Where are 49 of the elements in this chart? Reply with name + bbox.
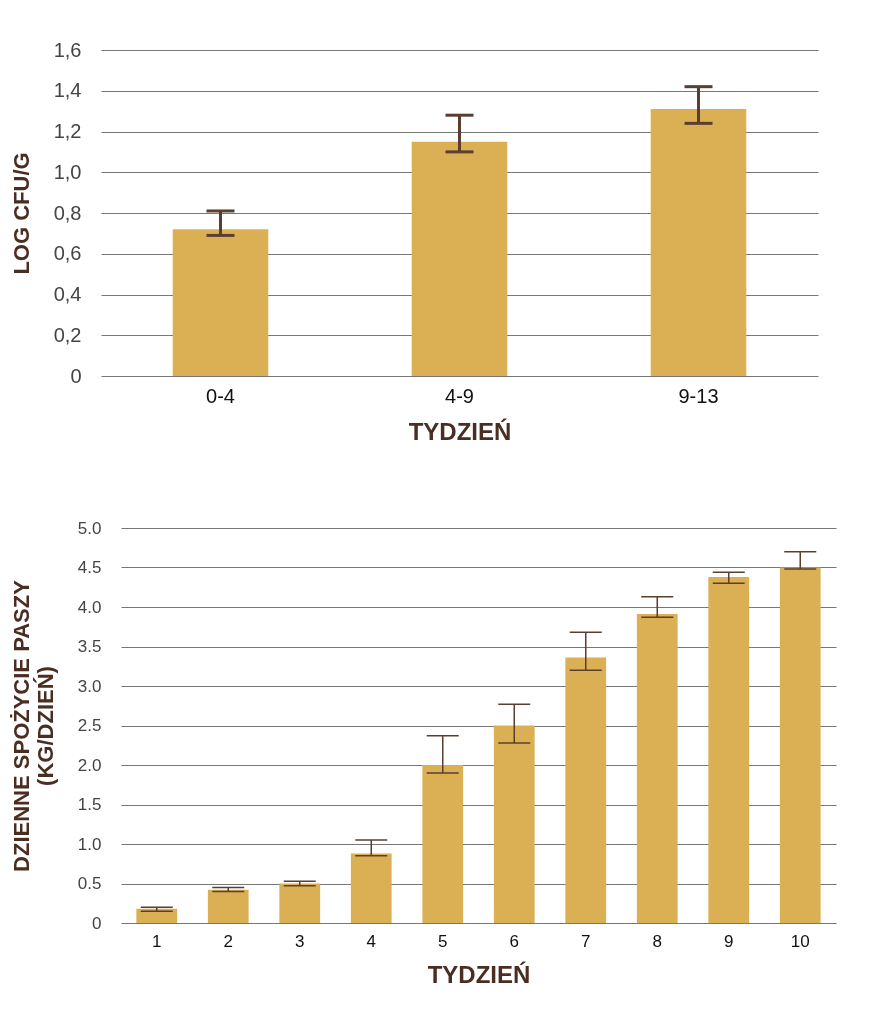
bar — [422, 765, 464, 923]
x-tick-label: 8 — [652, 931, 662, 951]
y-tick-label: 1.0 — [77, 834, 102, 854]
y-tick-label: 4.5 — [77, 558, 102, 577]
x-tick-label: 4 — [366, 931, 376, 951]
bar — [650, 109, 747, 376]
x-tick-label: 6 — [509, 931, 519, 951]
y-tick-label: 0 — [92, 913, 102, 933]
y-tick-label: 0 — [70, 364, 82, 387]
y-tick-label: 4.0 — [77, 597, 102, 617]
x-tick-label: 9 — [724, 931, 734, 951]
bar — [411, 141, 508, 376]
x-axis-title: TYDZIEŃ — [427, 960, 531, 988]
x-tick-label: 4-9 — [445, 384, 474, 407]
y-axis-title: DZIENNE SPOŻYCIE PASZY (KG/DZIEŃ) — [8, 579, 58, 872]
x-tick-label: 0-4 — [206, 384, 235, 407]
x-axis-title: TYDZIEŃ — [408, 417, 512, 445]
y-tick-label: 2.0 — [77, 755, 102, 775]
bar — [350, 853, 392, 923]
bar — [708, 576, 750, 923]
y-tick-label: 2.5 — [77, 716, 102, 735]
bar — [636, 614, 678, 923]
y-tick-label: 3.5 — [77, 637, 102, 656]
bar — [493, 725, 535, 923]
x-tick-label: 2 — [223, 931, 233, 951]
x-tick-label: 7 — [581, 931, 591, 951]
y-tick-label: 1,0 — [53, 160, 82, 183]
y-tick-label: 5.0 — [77, 518, 102, 538]
y-tick-label: 0.5 — [77, 874, 102, 893]
y-tick-label: 1,4 — [53, 79, 82, 102]
bar — [565, 657, 607, 923]
bar — [172, 229, 269, 376]
x-tick-label: 10 — [790, 931, 810, 951]
y-tick-label: 0,2 — [53, 323, 82, 346]
bar — [779, 567, 821, 923]
y-tick-label: 1.5 — [77, 795, 102, 814]
y-tick-label: 3.0 — [77, 676, 102, 696]
y-axis-title: LOG CFU/G — [8, 152, 34, 275]
y-tick-label: 1,2 — [53, 120, 82, 142]
x-tick-label: 3 — [295, 931, 305, 951]
bar — [279, 883, 321, 923]
y-tick-label: 0,8 — [53, 201, 82, 224]
y-tick-label: 0,4 — [53, 283, 82, 305]
y-tick-label: 1,6 — [53, 38, 82, 61]
y-tick-label: 0,6 — [53, 242, 82, 265]
x-tick-label: 1 — [152, 931, 162, 951]
x-tick-label: 5 — [438, 931, 448, 951]
x-tick-label: 9-13 — [678, 384, 719, 407]
bar — [207, 889, 249, 923]
